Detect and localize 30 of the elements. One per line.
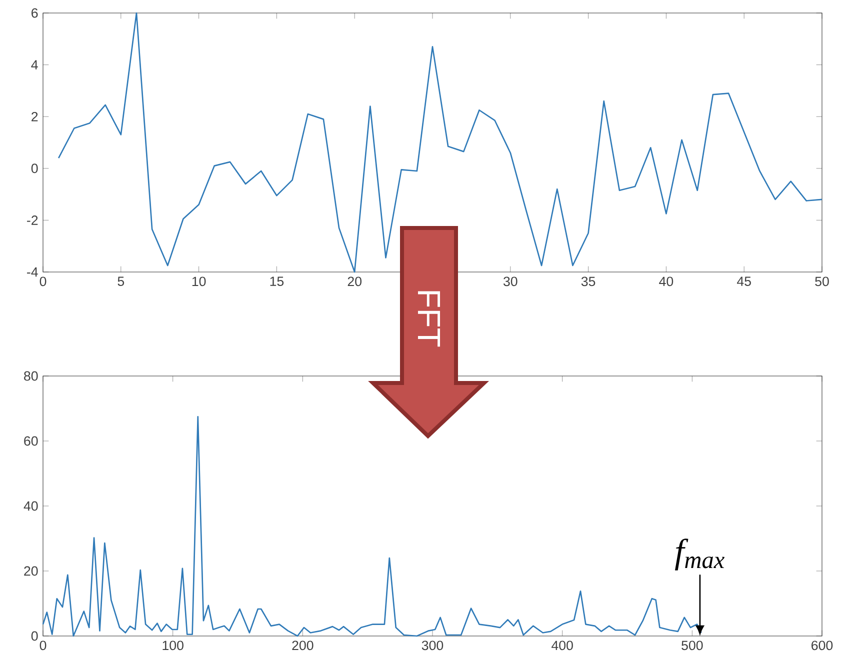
x-tick-label: 10	[192, 276, 206, 286]
x-tick-label: 400	[552, 640, 573, 650]
x-tick-label: 50	[815, 276, 829, 286]
x-tick-label: 30	[503, 276, 518, 286]
annotation: f$_{max}$	[674, 538, 724, 570]
y-tick-label: 0	[31, 631, 38, 641]
y-tick-label: 6	[32, 8, 38, 18]
y-tick-label: 4	[31, 60, 38, 70]
y-tick-label: 0	[31, 164, 38, 174]
x-tick-label: 500	[682, 640, 703, 650]
y-tick-label: 60	[24, 436, 38, 446]
x-tick-label: 100	[162, 640, 184, 650]
x-tick-label: 300	[422, 640, 444, 650]
y-tick-label: 80	[24, 371, 38, 381]
x-tick-label: 200	[292, 640, 314, 650]
x-tick-label: 45	[736, 276, 751, 286]
text: FFT	[418, 291, 440, 347]
x-tick-label: 0	[40, 640, 46, 650]
y-tick-label: 20	[24, 566, 38, 576]
x-tick-label: 5	[118, 276, 124, 286]
x-tick-label: 20	[348, 276, 362, 286]
y-tick-label: 40	[24, 501, 38, 511]
x-tick-label: 35	[581, 276, 596, 286]
y-tick-label: 2	[32, 112, 38, 122]
y-tick-label: -2	[27, 216, 38, 225]
x-tick-label: 600	[812, 640, 833, 650]
x-tick-label: 0	[40, 276, 46, 286]
y-tick-label: -4	[27, 267, 38, 277]
x-tick-label: 40	[659, 276, 674, 286]
x-tick-label: 15	[270, 276, 284, 286]
